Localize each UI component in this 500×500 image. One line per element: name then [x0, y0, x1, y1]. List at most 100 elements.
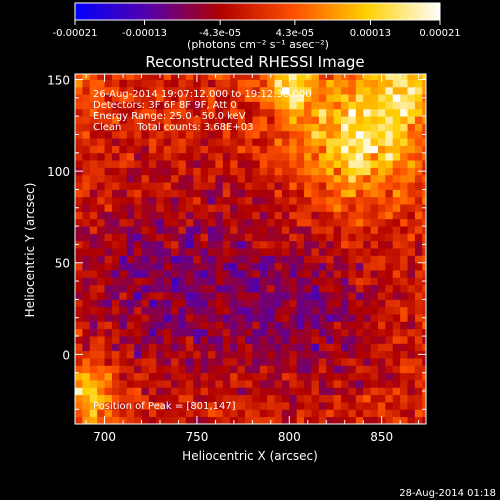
- heatmap-cell: [171, 152, 179, 161]
- heatmap-cell: [281, 350, 290, 359]
- heatmap-cell: [304, 211, 312, 220]
- heatmap-cell: [422, 174, 427, 183]
- heatmap-cell: [82, 343, 91, 352]
- heatmap-cell: [97, 145, 105, 154]
- heatmap-cell: [111, 108, 120, 117]
- heatmap-cell: [148, 394, 157, 403]
- heatmap-cell: [407, 138, 416, 146]
- heatmap-cell: [333, 74, 342, 80]
- heatmap-cell: [363, 409, 371, 418]
- heatmap-cell: [296, 167, 305, 176]
- heatmap-cell: [370, 123, 379, 132]
- heatmap-cell: [244, 387, 253, 396]
- heatmap-cell: [208, 277, 216, 286]
- heatmap-cell: [97, 123, 105, 132]
- heatmap-cell: [370, 74, 379, 80]
- heatmap-cell: [111, 387, 120, 396]
- heatmap-cell: [111, 343, 120, 352]
- heatmap-cell: [111, 189, 120, 198]
- heatmap-cell: [274, 314, 283, 322]
- heatmap-cell: [97, 182, 105, 190]
- heatmap-cell: [274, 196, 283, 205]
- heatmap-cell: [296, 123, 305, 132]
- heatmap-cell: [163, 255, 172, 264]
- colorbar-tick-label: 0.00021: [419, 28, 460, 39]
- y-tick-label: 150: [47, 73, 70, 87]
- heatmap-cell: [407, 211, 416, 220]
- heatmap-cell: [355, 314, 364, 322]
- heatmap-cell: [148, 94, 157, 102]
- heatmap-cell: [126, 306, 135, 315]
- heatmap-cell: [289, 233, 298, 242]
- heatmap-cell: [104, 387, 113, 396]
- heatmap-cell: [244, 372, 253, 381]
- heatmap-cell: [304, 204, 312, 212]
- heatmap-cell: [208, 160, 216, 168]
- heatmap-cell: [111, 314, 120, 322]
- heatmap-cell: [414, 372, 423, 381]
- heatmap-cell: [407, 145, 416, 154]
- heatmap-cell: [215, 94, 224, 102]
- heatmap-cell: [341, 255, 349, 264]
- heatmap-cell: [104, 336, 113, 344]
- heatmap-cell: [193, 116, 202, 124]
- heatmap-cell: [252, 233, 261, 242]
- heatmap-cell: [267, 350, 275, 359]
- heatmap-cell: [200, 108, 209, 117]
- heatmap-cell: [111, 123, 120, 132]
- heatmap-cell: [267, 226, 275, 234]
- heatmap-cell: [244, 240, 253, 249]
- heatmap-cell: [407, 409, 416, 418]
- heatmap-cell: [185, 123, 194, 132]
- heatmap-cell: [171, 160, 179, 168]
- y-axis-label: Heliocentric Y (arcsec): [23, 183, 37, 318]
- heatmap-cell: [104, 189, 113, 198]
- heatmap-cell: [274, 336, 283, 344]
- heatmap-cell: [326, 248, 335, 256]
- heatmap-cell: [392, 240, 401, 249]
- heatmap-cell: [333, 292, 342, 300]
- heatmap-cell: [193, 365, 202, 374]
- heatmap-cell: [289, 255, 298, 264]
- heatmap-cell: [281, 218, 290, 227]
- heatmap-cell: [414, 255, 423, 264]
- heatmap-cell: [304, 116, 312, 124]
- heatmap-cell: [126, 350, 135, 359]
- heatmap-cell: [326, 145, 335, 154]
- heatmap-cell: [318, 145, 327, 154]
- heatmap-cell: [178, 416, 187, 425]
- heatmap-cell: [97, 196, 105, 205]
- heatmap-cell: [355, 218, 364, 227]
- heatmap-cell: [104, 74, 113, 80]
- heatmap-cell: [363, 86, 371, 95]
- heatmap-cell: [215, 350, 224, 359]
- heatmap-cell: [237, 152, 246, 161]
- heatmap-cell: [385, 336, 394, 344]
- heatmap-cell: [148, 336, 157, 344]
- heatmap-cell: [267, 402, 275, 410]
- heatmap-cell: [82, 336, 91, 344]
- heatmap-cell: [370, 372, 379, 381]
- heatmap-cell: [134, 233, 142, 242]
- heatmap-cell: [237, 306, 246, 315]
- heatmap-cell: [370, 196, 379, 205]
- heatmap-cell: [141, 211, 150, 220]
- heatmap-cell: [208, 416, 216, 425]
- heatmap-cell: [230, 292, 238, 300]
- heatmap-cell: [370, 299, 379, 308]
- heatmap-cell: [237, 145, 246, 154]
- heatmap-cell: [89, 196, 98, 205]
- heatmap-cell: [200, 343, 209, 352]
- heatmap-cell: [414, 248, 423, 256]
- heatmap-cell: [119, 372, 128, 381]
- heatmap-cell: [414, 174, 423, 183]
- heatmap-cell: [400, 314, 408, 322]
- heatmap-cell: [222, 380, 231, 388]
- heatmap-cell: [348, 270, 357, 278]
- heatmap-cell: [414, 182, 423, 190]
- heatmap-cell: [400, 336, 408, 344]
- heatmap-cell: [333, 394, 342, 403]
- heatmap-cell: [193, 277, 202, 286]
- heatmap-cell: [215, 328, 224, 337]
- heatmap-cell: [200, 101, 209, 110]
